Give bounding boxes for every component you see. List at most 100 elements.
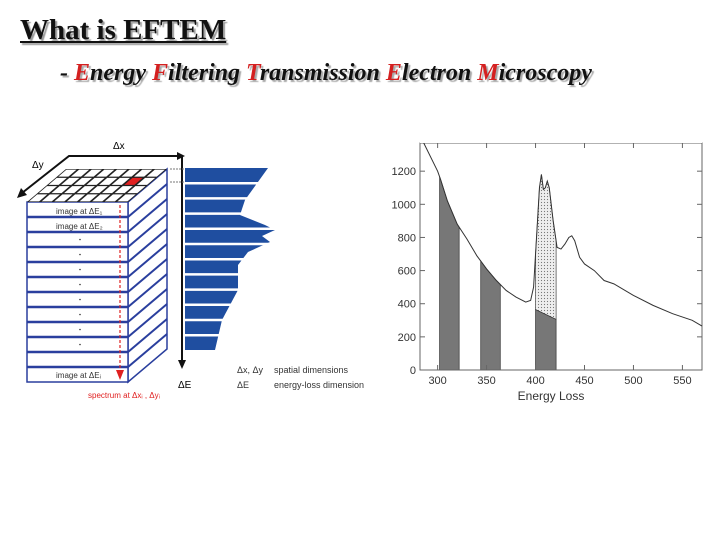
grid-pixel xyxy=(64,186,83,194)
subtitle-initial: M xyxy=(477,60,499,86)
background-window xyxy=(535,308,557,371)
axis-x-label: Δx xyxy=(113,141,125,152)
x-tick-label: 400 xyxy=(526,375,544,387)
axis-y-label: Δy xyxy=(32,160,44,171)
grid-pixel xyxy=(136,177,156,185)
grid-pixel xyxy=(121,169,140,177)
y-tick-label: 200 xyxy=(398,332,416,344)
ellipsis-dot xyxy=(79,253,81,256)
slab-side-line xyxy=(127,183,168,218)
pre-edge-window-1 xyxy=(480,259,501,371)
legend-text-2: energy-loss dimension xyxy=(274,380,364,390)
axis-e-label: ΔE xyxy=(178,380,192,391)
grid-pixel xyxy=(29,194,48,202)
subtitle-word: nergy xyxy=(90,60,153,86)
grid-pixel xyxy=(117,194,136,202)
selected-pixel xyxy=(124,177,143,185)
ellipsis-dot xyxy=(79,313,81,316)
subtitle-dash: - xyxy=(60,60,74,86)
data-cube xyxy=(17,152,186,384)
grid-pixel xyxy=(92,194,111,202)
slab-side-line xyxy=(127,273,168,308)
energy-loss-chart: 300 350 400 450 500 550 0 200 400 600 800 1000 1200 E… xyxy=(392,103,703,403)
y-tick-label: 0 xyxy=(410,365,416,377)
grid-pixel xyxy=(104,194,124,202)
y-tick-label: 600 xyxy=(398,266,416,278)
clip-mask xyxy=(420,103,702,143)
grid-pixel xyxy=(108,169,128,177)
subtitle-word: icroscopy xyxy=(498,60,592,86)
subtitle-initial: F xyxy=(152,60,169,86)
axes-lines xyxy=(21,155,183,362)
ellipsis-dot xyxy=(79,298,81,301)
slab-side-line xyxy=(127,333,168,368)
slide-title: What is EFTEM xyxy=(20,14,227,46)
x-tick-label: 300 xyxy=(428,375,446,387)
grid-pixel xyxy=(70,169,90,177)
legend-symbol-1: Δx, Δy xyxy=(237,365,264,375)
ellipsis-dot xyxy=(79,283,81,286)
subtitle-word: ransmission xyxy=(259,60,386,86)
grid-pixel xyxy=(86,177,105,185)
grid-pixel xyxy=(101,186,121,194)
grid-pixel xyxy=(51,186,70,194)
grid-pixel xyxy=(127,186,146,194)
subtitle-word: lectron xyxy=(401,60,478,86)
grid-pixel xyxy=(111,177,130,185)
slab-side-line xyxy=(127,228,168,263)
grid-pixel xyxy=(89,186,108,194)
slab-side-line xyxy=(127,198,168,233)
grid-pixel xyxy=(96,169,115,177)
image-label-2: image at ΔE₂ xyxy=(56,222,103,231)
slide-subtitle: - Energy Filtering Transmission Electron… xyxy=(60,60,592,87)
grid-pixel xyxy=(114,186,133,194)
spectrum-arrowhead xyxy=(116,370,124,380)
image-label-1: image at ΔE₁ xyxy=(56,207,103,216)
grid-pixel xyxy=(38,186,58,194)
spectrum-profile xyxy=(185,168,280,350)
y-tick-label: 1000 xyxy=(392,199,416,211)
cube-top xyxy=(27,169,167,202)
y-tick-label: 400 xyxy=(398,299,416,311)
slab-side-line xyxy=(127,213,168,248)
x-tick-label: 500 xyxy=(624,375,642,387)
slab-side-line xyxy=(127,243,168,278)
grid-pixel xyxy=(99,177,118,185)
spectrum-label: spectrum at Δxᵢ , Δyᵢ xyxy=(88,391,160,400)
grid-pixel xyxy=(146,169,165,177)
spectrum-line xyxy=(422,141,703,327)
x-tick-label: 450 xyxy=(575,375,593,387)
grid-pixel xyxy=(83,169,102,177)
subtitle-initial: E xyxy=(74,60,91,86)
y-tick-label: 1200 xyxy=(392,166,416,178)
grid-pixel xyxy=(58,169,77,177)
x-axis-label: Energy Loss xyxy=(518,389,585,403)
y-arrowhead xyxy=(17,188,27,198)
legend-symbol-2: ΔE xyxy=(237,380,249,390)
grid-pixel xyxy=(61,177,80,185)
x-arrowhead xyxy=(177,152,185,160)
legend-text-1: spatial dimensions xyxy=(274,365,349,375)
grid-pixel xyxy=(76,186,95,194)
x-tick-label: 550 xyxy=(673,375,691,387)
grid-pixel xyxy=(66,194,86,202)
slab-side-line xyxy=(127,303,168,338)
grid-pixel xyxy=(41,194,60,202)
ellipsis-dot xyxy=(79,343,81,346)
grid-pixel xyxy=(54,194,73,202)
subtitle-word: iltering xyxy=(168,60,247,86)
grid-pixel xyxy=(134,169,153,177)
y-tick-label: 800 xyxy=(398,232,416,244)
e-arrowhead xyxy=(178,360,186,369)
subtitle-initial: T xyxy=(246,60,260,86)
subtitle-initial: E xyxy=(385,60,402,86)
grid-pixel xyxy=(73,177,93,185)
ellipsis-dot xyxy=(79,238,81,241)
slab-side-line xyxy=(127,318,168,353)
grid-pixel xyxy=(79,194,98,202)
slab-side-line xyxy=(127,288,168,323)
image-label-i: image at ΔEᵢ xyxy=(56,371,101,380)
x-tick-label: 350 xyxy=(477,375,495,387)
grid-pixel xyxy=(48,177,67,185)
plot-frame xyxy=(419,142,703,371)
